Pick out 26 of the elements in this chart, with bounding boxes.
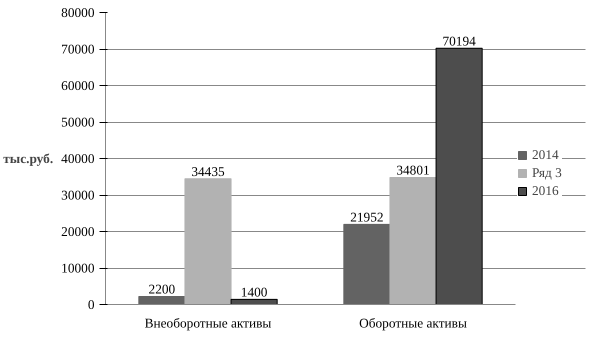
- data-label: 34801: [396, 162, 430, 178]
- x-tick-label: Оборотные активы: [359, 316, 467, 330]
- data-label: 21952: [350, 209, 384, 224]
- y-tick-label: 40000: [61, 151, 95, 166]
- bar: [389, 176, 437, 304]
- y-tick-label: 50000: [61, 114, 95, 130]
- y-axis-title: тыс.руб.: [3, 151, 54, 166]
- data-label: 34435: [191, 164, 225, 179]
- bar: [343, 224, 390, 304]
- bar: [138, 296, 186, 304]
- bar: [436, 48, 483, 304]
- y-tick-label: 0: [88, 297, 95, 312]
- bar: [184, 178, 232, 304]
- data-label: 70194: [442, 33, 476, 48]
- x-tick-label: Внеоборотные активы: [144, 316, 272, 330]
- legend-label: 2014: [532, 147, 559, 163]
- y-tick-label: 80000: [61, 5, 95, 20]
- data-label: 2200: [148, 281, 176, 296]
- data-label: 1400: [240, 284, 268, 300]
- y-tick-label: 20000: [61, 224, 95, 239]
- y-tick-label: 10000: [61, 260, 95, 276]
- y-tick-label: 60000: [61, 78, 95, 93]
- legend-label: 2016: [532, 183, 559, 199]
- y-tick-label: 70000: [61, 42, 95, 56]
- legend-label: Ряд 3: [532, 165, 562, 181]
- y-tick-label: 30000: [61, 188, 95, 202]
